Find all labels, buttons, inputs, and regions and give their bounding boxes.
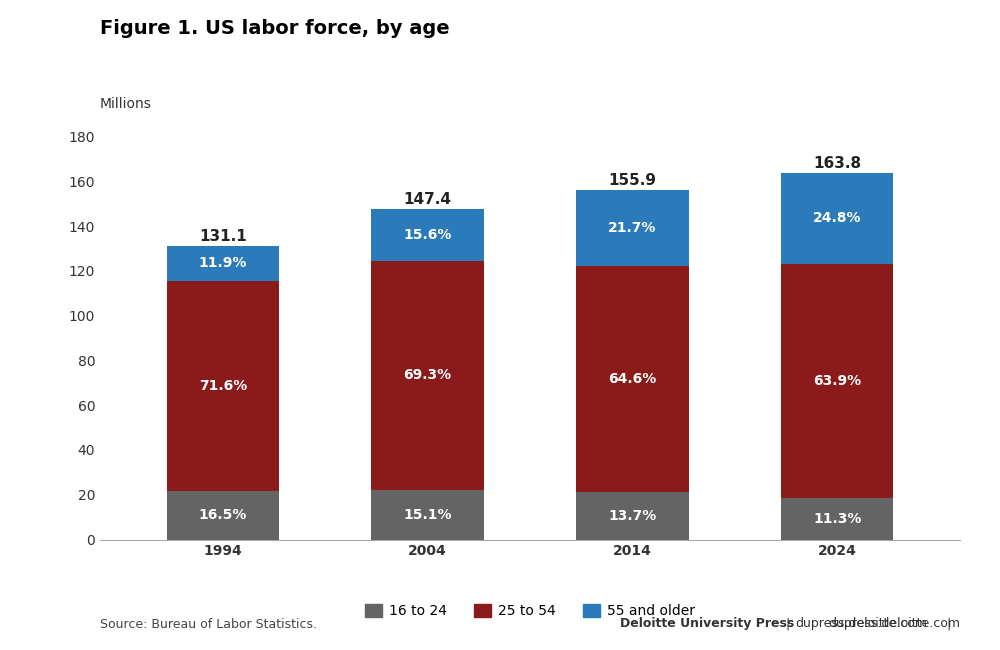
Bar [576, 266, 689, 491]
Bar [167, 281, 279, 491]
Text: 131.1: 131.1 [199, 229, 247, 244]
Bar [167, 491, 279, 540]
Text: 64.6%: 64.6% [608, 372, 657, 386]
Text: 24.8%: 24.8% [813, 211, 861, 226]
Text: 71.6%: 71.6% [199, 379, 247, 393]
Text: Deloitte University Press: Deloitte University Press [620, 618, 794, 630]
Text: Millions: Millions [100, 96, 152, 110]
Text: 11.9%: 11.9% [199, 257, 247, 270]
Text: 15.1%: 15.1% [403, 508, 452, 521]
Bar [371, 261, 484, 489]
Text: 16.5%: 16.5% [199, 508, 247, 523]
Text: 147.4: 147.4 [404, 192, 452, 207]
Text: |: | [939, 618, 959, 630]
Legend: 16 to 24, 25 to 54, 55 and older: 16 to 24, 25 to 54, 55 and older [359, 599, 701, 624]
Text: Source: Bureau of Labor Statistics.: Source: Bureau of Labor Statistics. [100, 618, 317, 630]
Text: 63.9%: 63.9% [813, 374, 861, 388]
Text: 13.7%: 13.7% [608, 508, 657, 523]
Bar [371, 489, 484, 540]
Text: 15.6%: 15.6% [403, 228, 452, 242]
Bar [167, 246, 279, 281]
Text: 11.3%: 11.3% [813, 512, 861, 526]
Text: Figure 1. US labor force, by age: Figure 1. US labor force, by age [100, 20, 450, 38]
Bar [371, 209, 484, 261]
Bar [781, 498, 893, 540]
Text: 163.8: 163.8 [813, 155, 861, 170]
Text: dupress.deloitte.com: dupress.deloitte.com [828, 618, 960, 630]
Text: dupress.deloitte.com: dupress.deloitte.com [795, 618, 927, 630]
Bar [781, 173, 893, 264]
Text: 155.9: 155.9 [608, 173, 656, 188]
Bar [781, 264, 893, 498]
Text: 21.7%: 21.7% [608, 222, 657, 235]
Text: |: | [785, 618, 789, 630]
Bar [576, 491, 689, 540]
Text: 69.3%: 69.3% [404, 369, 452, 382]
Bar [576, 190, 689, 266]
